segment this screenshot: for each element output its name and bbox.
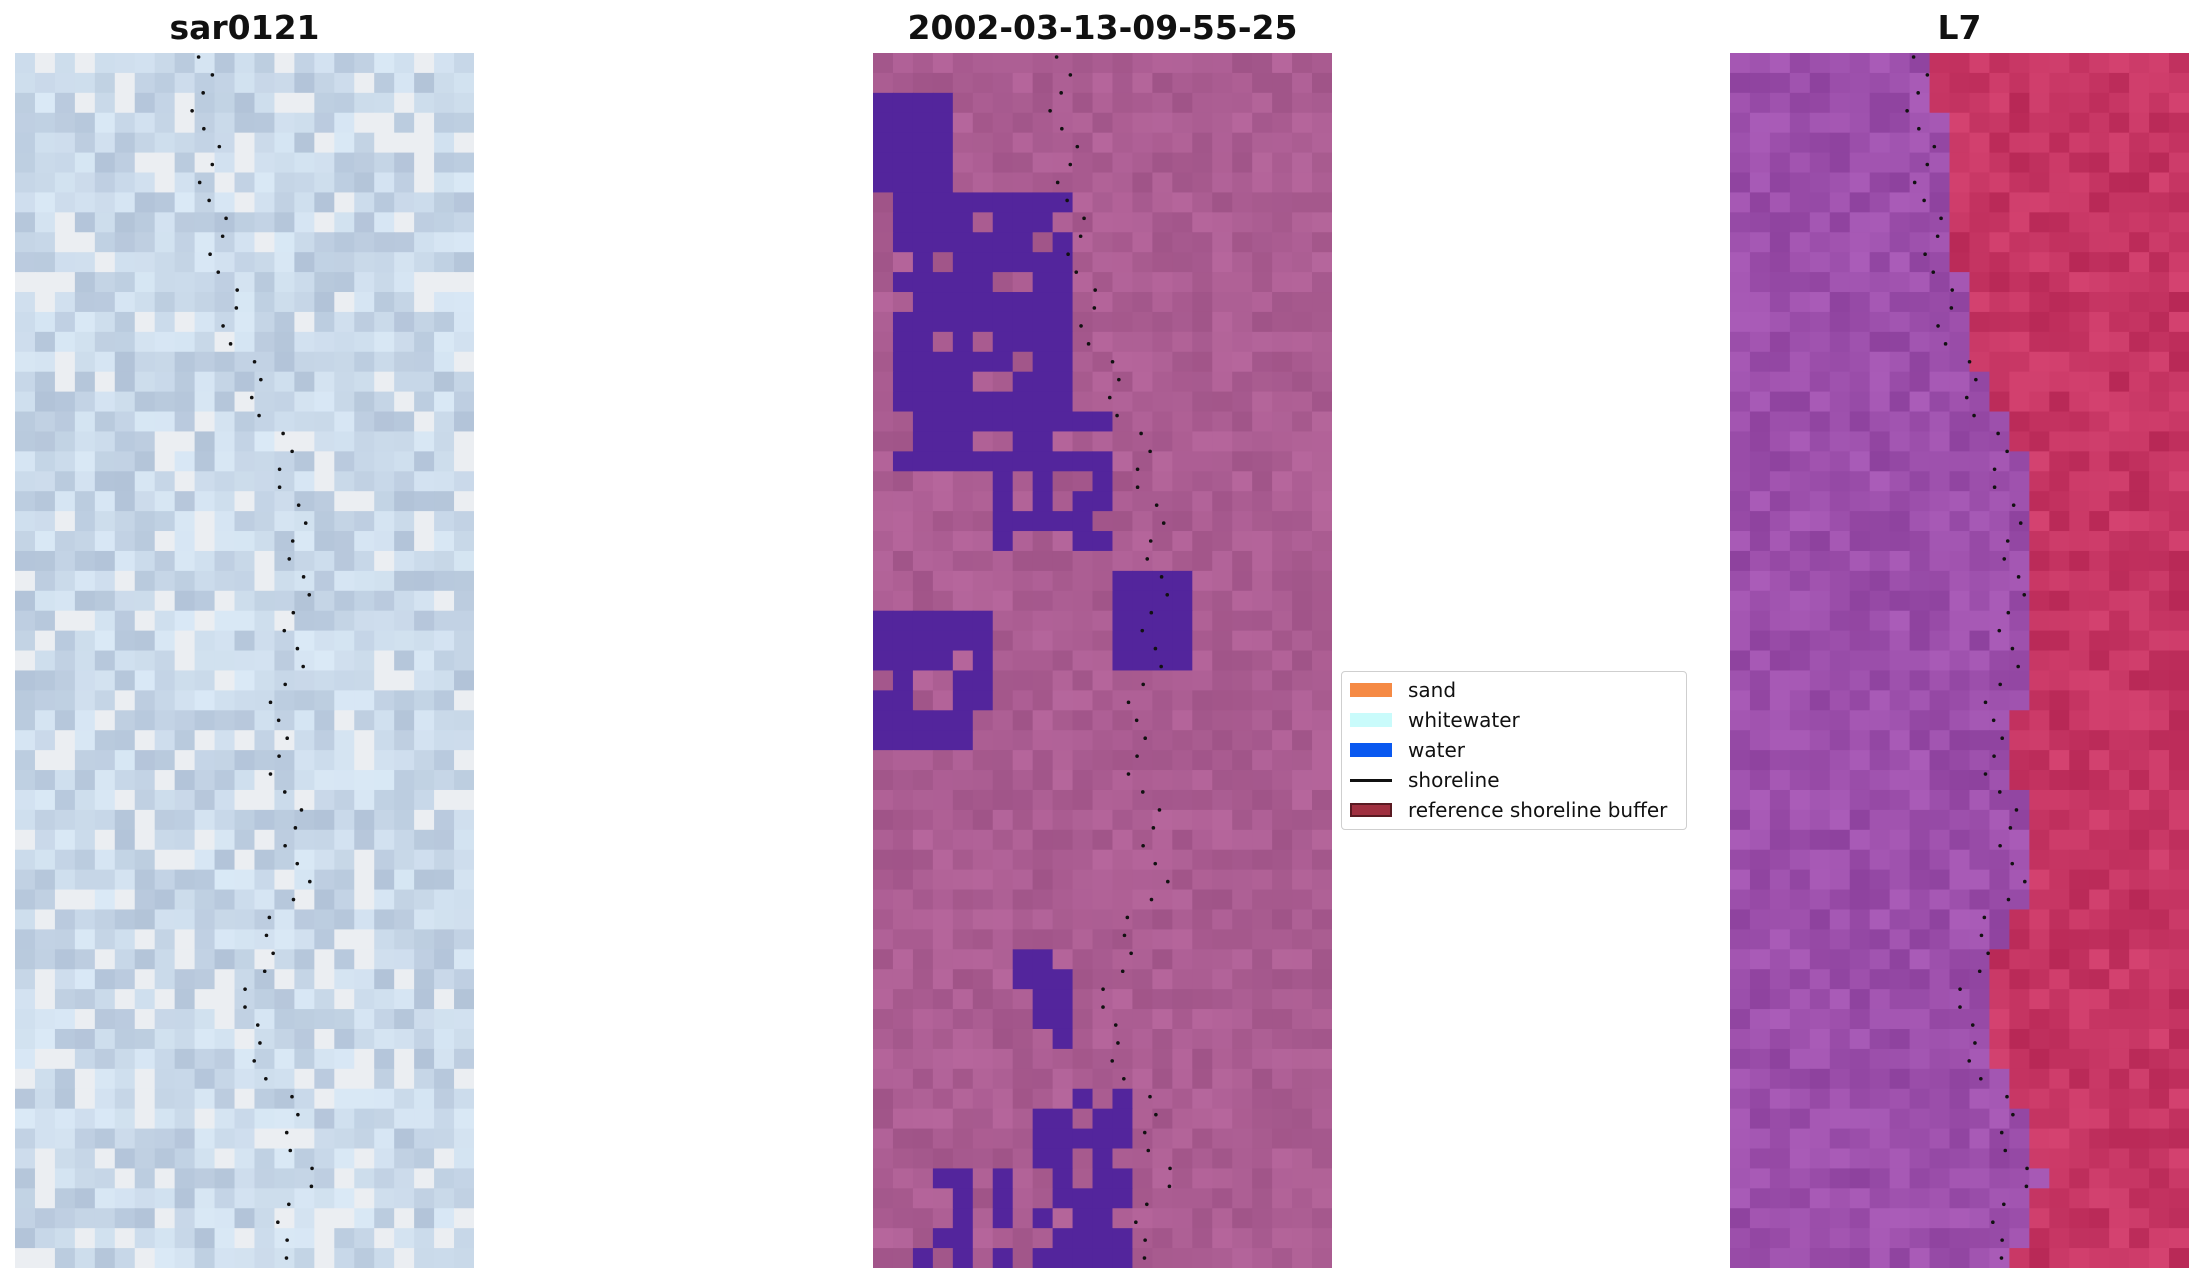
legend-label-shoreline: shoreline <box>1408 768 1500 792</box>
panel-rgb-image <box>15 53 474 1268</box>
title-rgb: sar0121 <box>169 8 320 47</box>
legend-swatch-water <box>1350 743 1392 757</box>
title-classified: 2002-03-13-09-55-25 <box>907 8 1298 47</box>
legend: sand whitewater water shoreline referenc… <box>1341 671 1687 830</box>
rgb-raster <box>15 53 474 1268</box>
legend-label-whitewater: whitewater <box>1408 708 1520 732</box>
panel-classified-image <box>873 53 1332 1268</box>
shoreline-dots <box>190 55 314 1260</box>
legend-item-whitewater: whitewater <box>1350 705 1520 735</box>
legend-swatch-sand <box>1350 683 1392 697</box>
panel-l7-image <box>1730 53 2189 1268</box>
legend-item-shoreline: shoreline <box>1350 765 1500 795</box>
legend-item-sand: sand <box>1350 675 1456 705</box>
shoreline-dots <box>1905 55 2029 1260</box>
legend-label-water: water <box>1408 738 1465 762</box>
legend-swatch-whitewater <box>1350 713 1392 727</box>
classified-raster <box>873 53 1332 1268</box>
l7-raster <box>1730 53 2189 1268</box>
legend-swatch-shoreline <box>1350 778 1392 782</box>
shoreline-dots <box>1048 55 1172 1260</box>
legend-swatch-reference-buffer <box>1350 803 1392 817</box>
legend-label-sand: sand <box>1408 678 1457 702</box>
title-l7: L7 <box>1937 8 1982 47</box>
legend-item-reference-buffer: reference shoreline buffer <box>1350 795 1667 825</box>
legend-label-reference-buffer: reference shoreline buffer <box>1408 798 1668 822</box>
legend-item-water: water <box>1350 735 1465 765</box>
